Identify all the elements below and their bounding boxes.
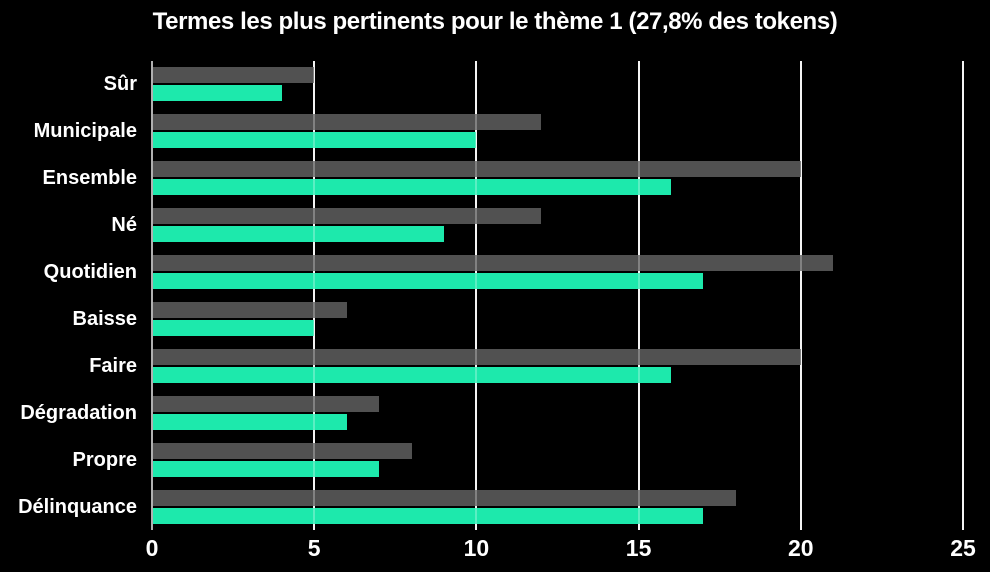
bar-teal <box>152 179 672 196</box>
y-tick-label: Sûr <box>103 73 137 96</box>
x-tick-label: 5 <box>307 535 321 561</box>
bar-row <box>152 342 963 389</box>
bar-row <box>152 61 963 108</box>
bar-row <box>152 249 963 296</box>
bar-gray <box>152 301 347 318</box>
bar-row <box>152 108 963 155</box>
bar-teal <box>152 366 672 383</box>
y-tick-label: Ensemble <box>42 167 137 190</box>
chart-title: Termes les plus pertinents pour le thème… <box>152 8 838 35</box>
bar-row <box>152 483 963 530</box>
bar-row <box>152 202 963 249</box>
gridlines-under <box>152 61 964 530</box>
y-tick-label: Né <box>111 214 137 237</box>
y-axis-labels: Sûr Municipale Ensemble Né Quotidien Baisse Fa… <box>0 61 137 530</box>
gridline <box>799 61 802 530</box>
bar-gray <box>152 208 542 225</box>
gridline-overlay <box>637 61 640 530</box>
bar-teal <box>152 85 282 102</box>
gridline-overlay <box>962 61 964 530</box>
y-tick-label: Propre <box>72 448 137 471</box>
bar-teal <box>152 460 380 477</box>
bar-teal <box>152 226 444 243</box>
x-tick-label: 25 <box>950 535 976 561</box>
y-tick-label: Quotidien <box>43 261 137 284</box>
gridline-overlay <box>475 61 478 530</box>
y-tick-label: Dégradation <box>20 401 137 424</box>
bar-gray <box>152 348 801 365</box>
bar-gray <box>152 489 736 506</box>
bar-teal <box>152 132 477 149</box>
bar-gray <box>152 114 542 131</box>
bar-gray <box>152 255 834 272</box>
y-tick-label: Faire <box>89 354 137 377</box>
bar-row <box>152 436 963 483</box>
gridline <box>962 61 964 530</box>
gridline-overlay <box>799 61 802 530</box>
x-axis-tick-labels: 0 5 10 15 20 25 <box>146 535 976 567</box>
bar-row <box>152 155 963 202</box>
gridline <box>313 61 316 530</box>
plot-area <box>151 61 964 530</box>
y-axis-line <box>151 61 153 530</box>
x-tick-label: 20 <box>788 535 814 561</box>
bar-teal <box>152 273 704 290</box>
gridline-overlay <box>313 61 316 530</box>
bar-gray <box>152 161 801 178</box>
x-tick-label: 10 <box>463 535 490 561</box>
bar-teal <box>152 319 315 336</box>
gridline <box>637 61 640 530</box>
bar-gray <box>152 442 412 459</box>
bar-gray <box>152 395 380 412</box>
x-tick-label: 15 <box>625 535 652 561</box>
bar-rows <box>152 61 963 530</box>
y-tick-label: Municipale <box>33 120 137 143</box>
bar-gray <box>152 67 315 84</box>
bar-row <box>152 296 963 343</box>
gridline <box>475 61 478 530</box>
gridlines-over <box>152 61 964 530</box>
bar-row <box>152 389 963 436</box>
y-tick-label: Délinquance <box>18 495 137 518</box>
bar-teal <box>152 507 704 524</box>
y-tick-label: Baisse <box>72 307 138 330</box>
bar-teal <box>152 413 347 430</box>
x-tick-label: 0 <box>145 535 159 561</box>
